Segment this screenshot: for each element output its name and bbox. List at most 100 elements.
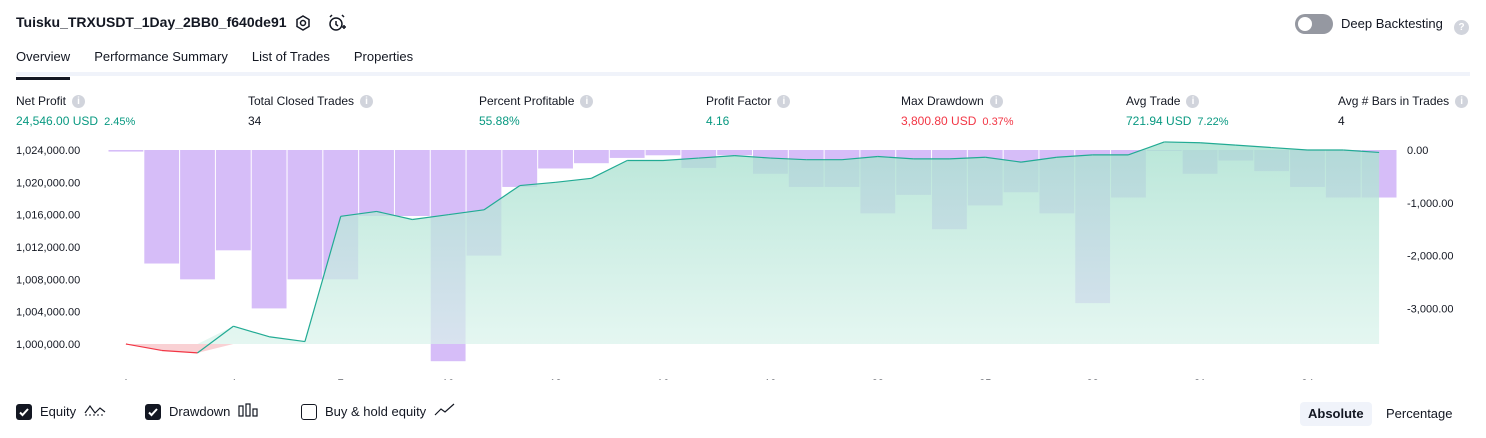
equity-line-segment — [412, 214, 449, 221]
y-right-tick-label: -1,000.00 — [1407, 198, 1453, 210]
y-left-tick-label: 1,008,000.00 — [16, 274, 80, 286]
y-right-tick-label: -2,000.00 — [1407, 251, 1453, 263]
equity-line-segment — [197, 325, 234, 354]
trend-line-icon — [434, 403, 456, 420]
equity-line-segment — [519, 181, 556, 187]
metric-value: 3,800.80 USD — [901, 114, 977, 128]
info-icon[interactable]: i — [1455, 94, 1469, 108]
drawdown-bar — [717, 150, 752, 156]
y-left-tick-label: 1,004,000.00 — [16, 307, 80, 319]
equity-line-segment — [698, 155, 735, 159]
metric-avg-bars: Avg # Bars in Trades i 4 — [1338, 94, 1469, 128]
drawdown-bar — [573, 150, 609, 164]
tab-performance-summary[interactable]: Performance Summary — [94, 49, 228, 64]
x-tick-label: 13 — [549, 378, 561, 380]
x-tick-label: 25 — [979, 378, 991, 380]
strategy-title: Tuisku_TRXUSDT_1Day_2BB0_f640de91 — [16, 14, 287, 30]
info-icon[interactable]: i — [360, 94, 374, 108]
metric-label: Percent Profitable — [479, 94, 575, 108]
tab-overview[interactable]: Overview — [16, 47, 71, 80]
help-icon[interactable]: ? — [1454, 17, 1469, 35]
equity-line-segment — [591, 159, 628, 179]
equity-line-segment — [1020, 156, 1057, 163]
absolute-button[interactable]: Absolute — [1300, 402, 1372, 426]
drawdown-bar — [359, 150, 394, 216]
equity-line-segment — [1200, 142, 1236, 146]
legend-buy-hold[interactable]: Buy & hold equity — [301, 403, 456, 420]
legend-drawdown[interactable]: Drawdown — [145, 403, 260, 420]
drawdown-bar — [645, 150, 681, 156]
metric-percent: 7.22% — [1197, 116, 1229, 128]
equity-line-segment — [877, 155, 914, 160]
legend-label: Drawdown — [169, 404, 231, 419]
checkbox-checked[interactable] — [145, 403, 161, 420]
equity-line-segment — [985, 156, 1022, 163]
drawdown-bar — [108, 150, 144, 152]
equity-line-segment — [340, 210, 377, 217]
equity-line-segment — [269, 336, 306, 343]
info-icon[interactable]: i — [580, 94, 594, 108]
x-tick-label: 4 — [230, 378, 236, 380]
equity-line-segment — [233, 325, 270, 338]
info-icon[interactable]: i — [777, 94, 791, 108]
legend-equity[interactable]: Equity — [16, 403, 106, 420]
metric-max-drawdown: Max Drawdown i 3,800.80 USD 0.37% — [901, 94, 1014, 128]
tab-bar: Overview Performance Summary List of Tra… — [16, 47, 437, 80]
bar-chart-icon — [238, 403, 260, 420]
checkbox-checked[interactable] — [16, 403, 32, 420]
drawdown-bar — [287, 150, 323, 280]
metric-net-profit: Net Profit i 24,546.00 USD 2.45% — [16, 94, 135, 128]
drawdown-bar — [251, 150, 287, 309]
tab-properties[interactable]: Properties — [353, 49, 414, 64]
equity-line-segment — [1128, 141, 1165, 156]
deep-backtesting-label: Deep Backtesting — [1341, 16, 1443, 31]
info-icon[interactable]: i — [72, 94, 86, 108]
metric-value: 4.16 — [706, 114, 730, 128]
x-tick-label: 16 — [657, 378, 669, 380]
y-left-tick-label: 1,020,000.00 — [16, 177, 80, 189]
drawdown-bar — [609, 150, 645, 158]
metric-label: Profit Factor — [706, 94, 772, 108]
equity-line-segment — [734, 155, 771, 159]
alert-clock-icon[interactable] — [327, 13, 347, 33]
drawdown-bar — [394, 150, 430, 216]
equity-line-segment — [1164, 141, 1201, 144]
metric-percent-profitable: Percent Profitable i 55.88% — [479, 94, 594, 128]
equity-line-segment — [662, 157, 699, 162]
y-right-tick-label: 0.00 — [1407, 145, 1428, 157]
x-tick-label: 10 — [442, 378, 454, 380]
metric-avg-trade: Avg Trade i 721.94 USD 7.22% — [1126, 94, 1229, 128]
x-tick-label: 31 — [1194, 378, 1206, 380]
x-tick-label: 1 — [123, 378, 129, 380]
x-tick-label: 34 — [1301, 378, 1313, 380]
x-tick-label: 19 — [764, 378, 776, 380]
metric-value: 24,546.00 USD — [16, 114, 99, 128]
metric-total-closed-trades: Total Closed Trades i 34 — [248, 94, 374, 128]
equity-line-segment — [949, 156, 986, 160]
equity-line-segment — [483, 185, 521, 211]
metric-label: Max Drawdown — [901, 94, 984, 108]
equity-line-segment — [161, 349, 198, 354]
equity-line-icon — [84, 403, 106, 420]
checkbox-unchecked[interactable] — [301, 403, 317, 420]
drawdown-bar — [180, 150, 215, 280]
x-tick-label: 7 — [338, 378, 344, 380]
legend-label: Equity — [40, 404, 77, 419]
percentage-button[interactable]: Percentage — [1386, 406, 1453, 421]
equity-line-segment — [448, 209, 485, 216]
info-icon[interactable]: i — [989, 94, 1003, 108]
metric-value: 721.94 USD — [1126, 114, 1192, 128]
x-tick-label: 28 — [1087, 378, 1099, 380]
equity-line-segment — [555, 177, 592, 183]
settings-icon[interactable] — [293, 13, 313, 33]
info-icon[interactable]: i — [1186, 94, 1200, 108]
drawdown-bar — [144, 150, 180, 264]
metric-profit-factor: Profit Factor i 4.16 — [706, 94, 791, 128]
equity-line-segment — [1343, 149, 1380, 154]
equity-drawdown-chart[interactable]: 1,024,000.00 1,020,000.00 1,016,000.00 1,01… — [0, 140, 1486, 380]
metric-label: Total Closed Trades — [248, 94, 355, 108]
tab-list-of-trades[interactable]: List of Trades — [251, 49, 330, 64]
y-left-tick-label: 1,024,000.00 — [16, 145, 80, 157]
deep-backtesting-toggle[interactable] — [1295, 14, 1333, 34]
metric-label: Avg Trade — [1126, 94, 1181, 108]
